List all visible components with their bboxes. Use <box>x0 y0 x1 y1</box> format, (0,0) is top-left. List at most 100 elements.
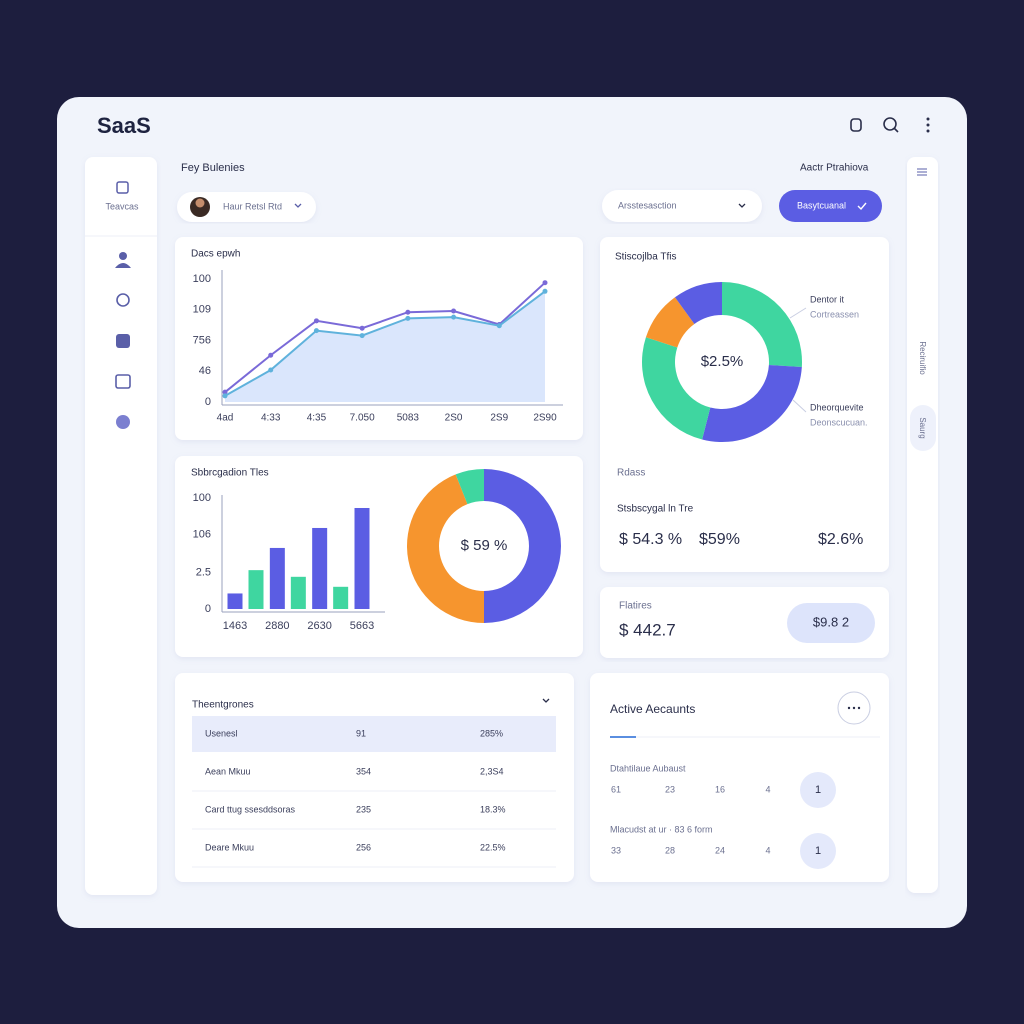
point <box>222 393 228 399</box>
table-cell: 285% <box>480 728 503 738</box>
feature-value: $ 442.7 <box>619 620 676 639</box>
account-cell: 4 <box>765 845 770 855</box>
badge[interactable] <box>800 772 836 808</box>
primary-button[interactable] <box>779 190 882 222</box>
badge[interactable] <box>800 833 836 869</box>
table-chevron[interactable] <box>542 698 550 703</box>
side-menu-icon[interactable] <box>917 168 927 176</box>
menu-icon[interactable] <box>926 117 930 133</box>
donut-segment <box>702 364 802 442</box>
x-tick-label: 2S0 <box>445 413 463 424</box>
circle-shape <box>847 706 851 710</box>
x-tick-label: 4ad <box>217 413 234 424</box>
archive-icon[interactable] <box>115 374 131 389</box>
check-icon <box>857 202 867 211</box>
side-tab[interactable]: Saurg <box>918 417 927 438</box>
x-tick-label: 4:35 <box>307 413 327 424</box>
chart-title: Stiscojlba Tfis <box>615 252 677 263</box>
point <box>496 323 502 329</box>
account-cell: 28 <box>665 845 675 855</box>
annotation: Dheorquevite <box>810 402 864 412</box>
donut-segment <box>722 282 802 368</box>
side-tab-bubble[interactable] <box>910 405 936 451</box>
circle-shape <box>852 706 856 710</box>
account-cell: 33 <box>611 845 621 855</box>
donut-segment <box>407 474 484 623</box>
side-panel <box>907 157 938 893</box>
feature-pill[interactable] <box>787 603 875 643</box>
account-cell: 16 <box>715 784 725 794</box>
bar <box>333 586 349 609</box>
page-heading: Fey Bulenies <box>181 162 245 174</box>
stat-value: $ 54.3 % <box>619 531 682 548</box>
stats-subtitle: Stsbscygal ln Tre <box>617 504 694 515</box>
clock-icon[interactable] <box>116 293 130 307</box>
x-tick-label: 2630 <box>307 620 331 632</box>
donut-center-label: $2.5% <box>701 353 744 370</box>
brand: SaaS <box>97 113 151 138</box>
point <box>405 315 411 321</box>
dropdown[interactable] <box>602 190 762 222</box>
donut-segment <box>455 469 484 505</box>
top-icons <box>850 117 930 133</box>
chart-title: Dacs epwh <box>191 249 240 260</box>
point <box>451 308 457 314</box>
donut-segment <box>645 297 695 348</box>
path-shape <box>115 263 131 268</box>
account-label: Dtahtilaue Aubaust <box>610 763 686 773</box>
line <box>224 290 546 397</box>
table-cell: Usenesl <box>205 728 238 738</box>
point <box>451 314 457 320</box>
annotation: Deonscucuan. <box>810 417 868 427</box>
chart-title: Sbbrcgadion Tles <box>191 468 269 479</box>
profile-pill[interactable] <box>177 192 316 222</box>
point <box>222 389 228 395</box>
point <box>405 309 411 315</box>
x-tick-label: 2S90 <box>533 413 557 424</box>
x-tick-label: 5083 <box>397 413 420 424</box>
emoji-icon[interactable] <box>116 415 130 429</box>
y-tick-label: 2.5 <box>196 566 211 578</box>
table-cell: Card ttug ssesddsoras <box>205 804 296 814</box>
account-label: Mlacudst at ur · 83 6 form <box>610 824 713 834</box>
annotation: Dentor it <box>810 294 845 304</box>
table-highlight-row <box>192 716 556 752</box>
accounts-card <box>590 673 889 882</box>
x-tick-label: 2S9 <box>490 413 508 424</box>
avatar-face <box>195 198 205 208</box>
account-cell: 23 <box>665 784 675 794</box>
table-cell: 22.5% <box>480 842 506 852</box>
point <box>313 328 319 334</box>
table-title: Theentgrones <box>192 700 254 711</box>
notification-icon[interactable] <box>850 118 862 132</box>
y-tick-label: 0 <box>205 603 211 615</box>
user-icon[interactable] <box>115 252 131 268</box>
account-cell: 61 <box>611 784 621 794</box>
sidebar-home-icon[interactable] <box>116 181 129 194</box>
stat-value: $59% <box>699 531 740 548</box>
box-icon[interactable] <box>116 334 130 348</box>
accounts-title: Active Aecaunts <box>610 702 695 716</box>
circle-shape <box>926 129 930 133</box>
x-tick-label: 2880 <box>265 620 289 632</box>
side-tab[interactable]: Reciruifio <box>918 341 927 375</box>
bar <box>227 593 243 609</box>
stat-value: $2.6% <box>818 531 863 548</box>
table-cell: Deare Mkuu <box>205 842 254 852</box>
point <box>359 333 365 339</box>
heading-right: Aactr Ptrahiova <box>800 163 869 174</box>
donut-segment <box>642 337 711 440</box>
table-cell: 354 <box>356 766 371 776</box>
circle-shape <box>857 706 861 710</box>
feature-pill-label: $9.8 2 <box>813 614 849 629</box>
stats-label: Rdass <box>617 468 645 479</box>
circle-shape <box>926 117 930 121</box>
point <box>268 367 274 373</box>
annotation-leader <box>789 307 807 319</box>
y-tick-label: 100 <box>193 492 211 504</box>
point <box>268 352 274 358</box>
search-icon[interactable] <box>883 117 897 131</box>
bar <box>248 570 264 609</box>
